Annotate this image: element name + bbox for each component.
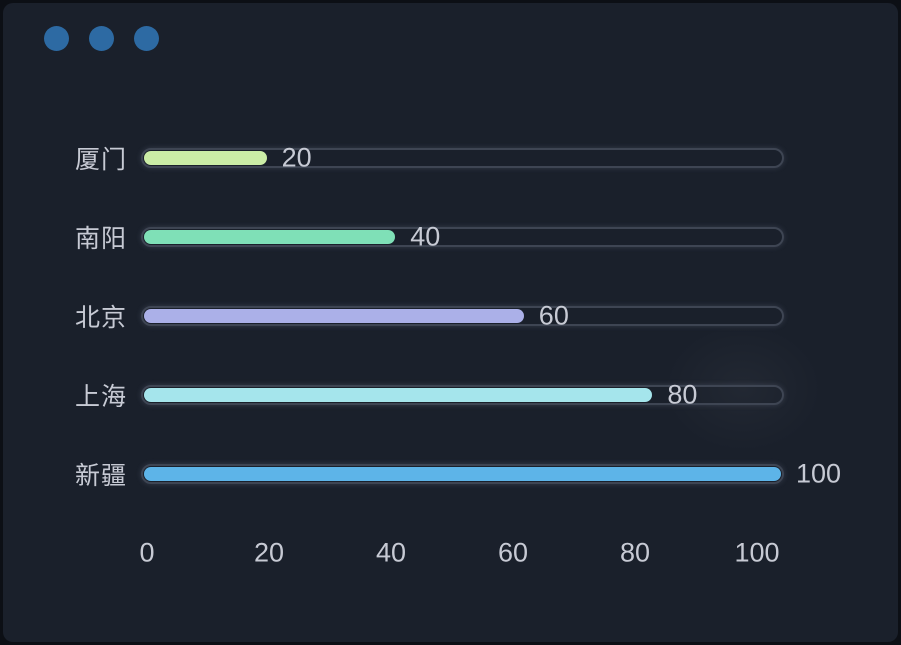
chart-row: 北京 60 xyxy=(65,276,898,355)
value-label: 20 xyxy=(281,142,312,172)
bar-fill[interactable] xyxy=(144,229,396,244)
bar-fill[interactable] xyxy=(144,466,781,481)
chart-row: 南阳 40 xyxy=(65,197,898,276)
x-axis: 0 20 40 60 80 100 xyxy=(139,513,784,592)
category-label: 厦门 xyxy=(74,145,127,174)
value-label: 100 xyxy=(796,458,842,488)
x-axis-tick: 40 xyxy=(375,537,407,567)
x-axis-tick: 20 xyxy=(253,537,285,567)
window-control-dot[interactable] xyxy=(44,25,69,51)
x-axis-tick: 100 xyxy=(734,537,780,567)
bar-track xyxy=(141,463,784,484)
window-titlebar xyxy=(3,3,898,73)
x-axis-tick: 0 xyxy=(139,537,155,567)
value-label: 40 xyxy=(410,221,441,251)
chart-row: 厦门 20 xyxy=(65,118,898,197)
bar-fill[interactable] xyxy=(144,308,524,323)
category-label: 北京 xyxy=(74,303,127,332)
value-label: 60 xyxy=(538,300,569,330)
bar-chart: 厦门 20 南阳 40 北京 60 上海 xyxy=(3,118,898,592)
bar-track xyxy=(141,226,784,247)
category-label: 上海 xyxy=(74,382,127,411)
chart-row: 上海 80 xyxy=(65,355,898,434)
x-axis-tick: 60 xyxy=(497,537,529,567)
category-label: 南阳 xyxy=(74,224,127,253)
window-control-dot[interactable] xyxy=(89,25,114,51)
bar-fill[interactable] xyxy=(144,150,267,165)
category-label: 新疆 xyxy=(74,461,127,490)
bar-track xyxy=(141,384,784,405)
value-label: 80 xyxy=(667,379,698,409)
app-window: 厦门 20 南阳 40 北京 60 上海 xyxy=(3,3,898,642)
bar-track xyxy=(141,305,784,326)
bar-fill[interactable] xyxy=(144,387,653,402)
window-control-dot[interactable] xyxy=(134,25,159,51)
bar-track xyxy=(141,147,784,168)
x-axis-tick: 80 xyxy=(619,537,651,567)
chart-row: 新疆 100 xyxy=(65,434,898,513)
